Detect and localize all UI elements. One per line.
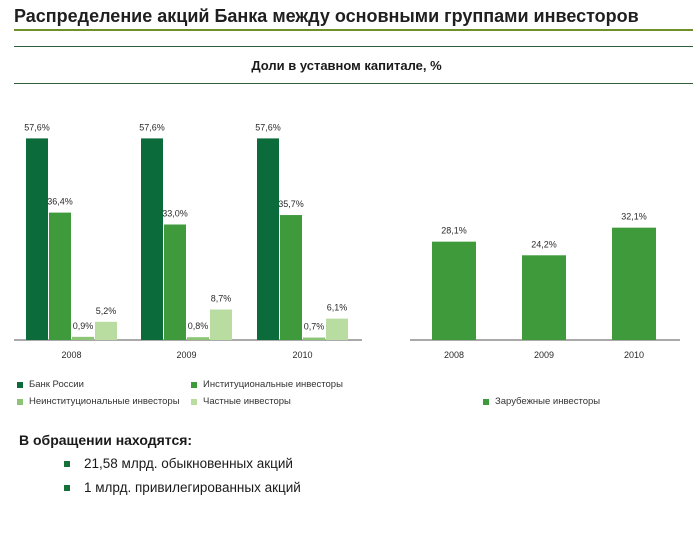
legend-label: Банк России: [29, 379, 84, 390]
bar-4-2010: [326, 318, 348, 340]
bar-2-2010: [280, 215, 302, 340]
bar-foreign-2010: [612, 227, 656, 340]
data-label: 57,6%: [139, 122, 165, 132]
data-label: 6,1%: [327, 303, 348, 313]
note-text: 1 млрд. привилегированных акций: [84, 480, 301, 495]
bar-2-2008: [49, 212, 71, 340]
legend-swatch: [17, 398, 23, 405]
bar-1-2008: [26, 138, 48, 340]
bar-foreign-2008: [432, 241, 476, 340]
data-label: 24,2%: [531, 239, 557, 249]
data-label: 36,4%: [47, 197, 73, 207]
legend-item-non-institutional: Неинституциональные инвесторы: [17, 396, 180, 407]
note-text: 21,58 млрд. обыкновенных акций: [84, 456, 293, 471]
title-underline: [14, 29, 693, 31]
divider-bottom: [14, 83, 693, 84]
legend-label: Частные инвесторы: [203, 396, 291, 407]
bullet-icon: [64, 484, 70, 491]
bar-2-2009: [164, 224, 186, 340]
divider-top: [14, 46, 693, 47]
legend-item-foreign: Зарубежные инвесторы: [483, 396, 600, 407]
note-item: 21,58 млрд. обыкновенных акций: [64, 456, 293, 471]
data-label: 28,1%: [441, 226, 467, 236]
tick-label: 2008: [444, 350, 464, 360]
charts-canvas: 57,6% 36,4% 0,9%5,2% 2008 57,6% 33,0% 0,8% 8,7%…: [14, 122, 680, 360]
data-label: 0,9%: [73, 321, 94, 331]
data-label: 35,7%: [278, 199, 304, 209]
legend-item-bank-russia: Банк России: [17, 379, 84, 390]
bar-3-2009: [187, 337, 209, 340]
legend-label: Неинституциональные инвесторы: [29, 396, 180, 407]
tick-label: 2010: [292, 350, 312, 360]
data-label: 0,8%: [188, 321, 209, 331]
legend-label: Зарубежные инвесторы: [495, 396, 601, 407]
legend-swatch: [191, 398, 197, 405]
notes-heading: В обращении находятся:: [19, 432, 193, 448]
chart-subtitle: Доли в уставном капитале, %: [251, 58, 442, 73]
bar-4-2009: [210, 309, 232, 340]
bar-3-2008: [72, 336, 94, 340]
bar-1-2010: [257, 138, 279, 340]
page-title: Распределение акций Банка между основным…: [14, 6, 639, 26]
tick-label: 2009: [534, 350, 554, 360]
data-label: 5,2%: [96, 306, 117, 316]
bar-3-2010: [303, 337, 325, 340]
legend-swatch: [191, 381, 197, 388]
bar-foreign-2009: [522, 255, 566, 340]
data-label: 57,6%: [255, 122, 281, 132]
legend-item-institutional: Институциональные инвесторы: [191, 379, 343, 390]
bar-4-2008: [95, 321, 117, 340]
data-label: 57,6%: [24, 122, 50, 132]
bar-1-2009: [141, 138, 163, 340]
tick-label: 2010: [624, 350, 644, 360]
data-label: 32,1%: [621, 212, 647, 222]
tick-label: 2008: [61, 350, 81, 360]
tick-label: 2009: [176, 350, 196, 360]
data-label: 0,7%: [304, 322, 325, 332]
data-label: 33,0%: [162, 209, 188, 219]
legend-swatch: [483, 398, 489, 405]
note-item: 1 млрд. привилегированных акций: [64, 480, 301, 495]
data-label: 8,7%: [211, 294, 232, 304]
bullet-icon: [64, 460, 70, 467]
legend-swatch: [17, 381, 23, 388]
legend-label: Институциональные инвесторы: [203, 379, 343, 390]
legend-item-private: Частные инвесторы: [191, 396, 291, 407]
